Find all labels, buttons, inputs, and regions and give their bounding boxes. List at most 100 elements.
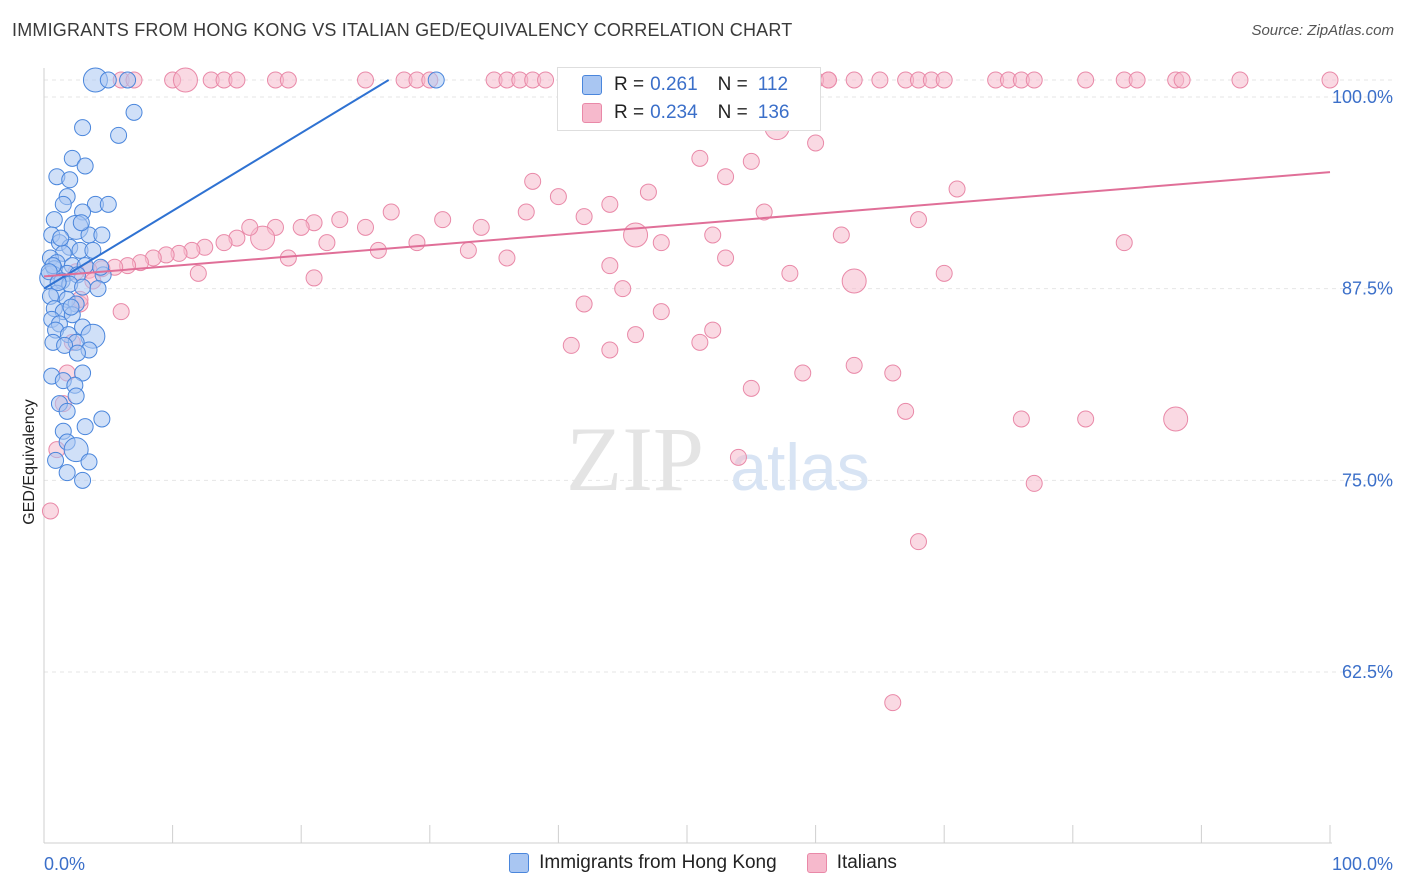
data-point	[357, 71, 374, 89]
data-point	[63, 437, 89, 463]
data-point	[1012, 410, 1030, 428]
data-point	[614, 280, 632, 298]
data-point	[74, 278, 92, 296]
data-point	[241, 218, 259, 236]
data-point	[110, 126, 128, 144]
data-point	[459, 241, 477, 259]
data-point	[729, 448, 747, 466]
stats-row-hong-kong: R = 0.261 N = 112	[558, 71, 788, 99]
data-point	[99, 195, 117, 213]
data-point	[524, 172, 542, 190]
source-label: Source: ZipAtlas.com	[1251, 22, 1394, 39]
data-point	[45, 211, 63, 229]
data-point	[119, 71, 137, 89]
data-point	[99, 71, 117, 89]
chart-title: IMMIGRANTS FROM HONG KONG VS ITALIAN GED…	[12, 20, 793, 40]
data-point	[691, 149, 709, 167]
data-point	[742, 152, 760, 170]
data-point	[67, 387, 85, 405]
data-point	[125, 103, 143, 121]
data-point	[652, 234, 670, 252]
watermark-atlas: atlas	[730, 430, 869, 504]
r-label: R =	[614, 74, 645, 95]
data-point	[948, 180, 966, 198]
data-point	[89, 280, 107, 298]
y-axis-label: GED/Equivalency	[21, 399, 38, 525]
hong-kong-trend-line	[43, 79, 390, 290]
data-point	[93, 226, 111, 244]
x-tick-label: 100.0%	[1332, 854, 1393, 874]
data-point	[76, 418, 94, 436]
data-point	[755, 203, 773, 221]
data-point	[884, 694, 902, 712]
data-point	[819, 71, 837, 89]
hong-kong-points	[39, 67, 445, 489]
r-value: 0.234	[650, 102, 698, 123]
data-point	[652, 303, 670, 321]
r-label: R =	[614, 102, 645, 123]
data-point	[517, 203, 535, 221]
data-point	[549, 188, 567, 206]
data-point	[47, 451, 65, 469]
data-point	[427, 71, 445, 89]
data-point	[639, 183, 657, 201]
data-point	[172, 67, 198, 93]
data-point	[54, 195, 72, 213]
series-legend: Immigrants from Hong Kong Italians	[0, 852, 1406, 874]
data-point	[1115, 234, 1133, 252]
data-point	[68, 344, 86, 362]
italians-points	[41, 67, 1339, 712]
data-point	[63, 149, 81, 167]
legend-item-hong-kong[interactable]: Immigrants from Hong Kong	[509, 852, 777, 874]
tick-labels: 100.0% 87.5% 75.0% 62.5% 0.0% 100.0%	[44, 87, 1393, 874]
data-point	[575, 208, 593, 226]
data-point	[434, 211, 452, 229]
data-point	[562, 336, 580, 354]
stats-row-italians: R = 0.234 N = 136	[558, 99, 789, 127]
data-point	[74, 364, 92, 382]
data-point	[627, 326, 645, 344]
stats-legend: R = 0.261 N = 112 R = 0.234 N = 136	[557, 67, 821, 131]
data-point	[781, 264, 799, 282]
y-tick-label: 75.0%	[1342, 470, 1393, 490]
data-point	[357, 218, 374, 236]
data-point	[1128, 71, 1146, 89]
data-point	[897, 402, 915, 420]
data-point	[292, 218, 310, 236]
data-point	[228, 71, 246, 89]
data-point	[279, 71, 297, 89]
data-point	[717, 168, 735, 186]
data-point	[215, 234, 233, 252]
data-point	[1163, 406, 1189, 432]
data-point	[832, 226, 850, 244]
data-point	[1321, 71, 1339, 89]
data-point	[52, 229, 70, 247]
watermark-zip: ZIP	[566, 408, 704, 510]
hong-kong-swatch	[509, 853, 530, 873]
data-point	[1077, 410, 1095, 428]
data-point	[807, 134, 825, 152]
data-point	[909, 211, 927, 229]
legend-item-italians[interactable]: Italians	[806, 852, 897, 874]
data-point	[537, 71, 555, 89]
data-point	[76, 157, 94, 175]
data-point	[575, 295, 593, 313]
data-point	[58, 402, 76, 420]
axes	[43, 68, 1332, 844]
data-point	[704, 321, 722, 339]
italians-trend-line	[43, 171, 1331, 278]
data-point	[1025, 474, 1043, 492]
n-label: N =	[717, 102, 748, 123]
data-point	[382, 203, 400, 221]
data-point	[871, 71, 889, 89]
data-point	[498, 249, 516, 267]
data-point	[74, 471, 92, 489]
n-value: 136	[757, 102, 790, 123]
data-point	[704, 226, 722, 244]
y-tick-label: 87.5%	[1342, 279, 1393, 299]
data-point	[884, 364, 902, 382]
italians-swatch	[582, 103, 602, 123]
r-value: 0.261	[650, 74, 698, 95]
data-point	[691, 333, 709, 351]
data-point	[80, 453, 98, 471]
